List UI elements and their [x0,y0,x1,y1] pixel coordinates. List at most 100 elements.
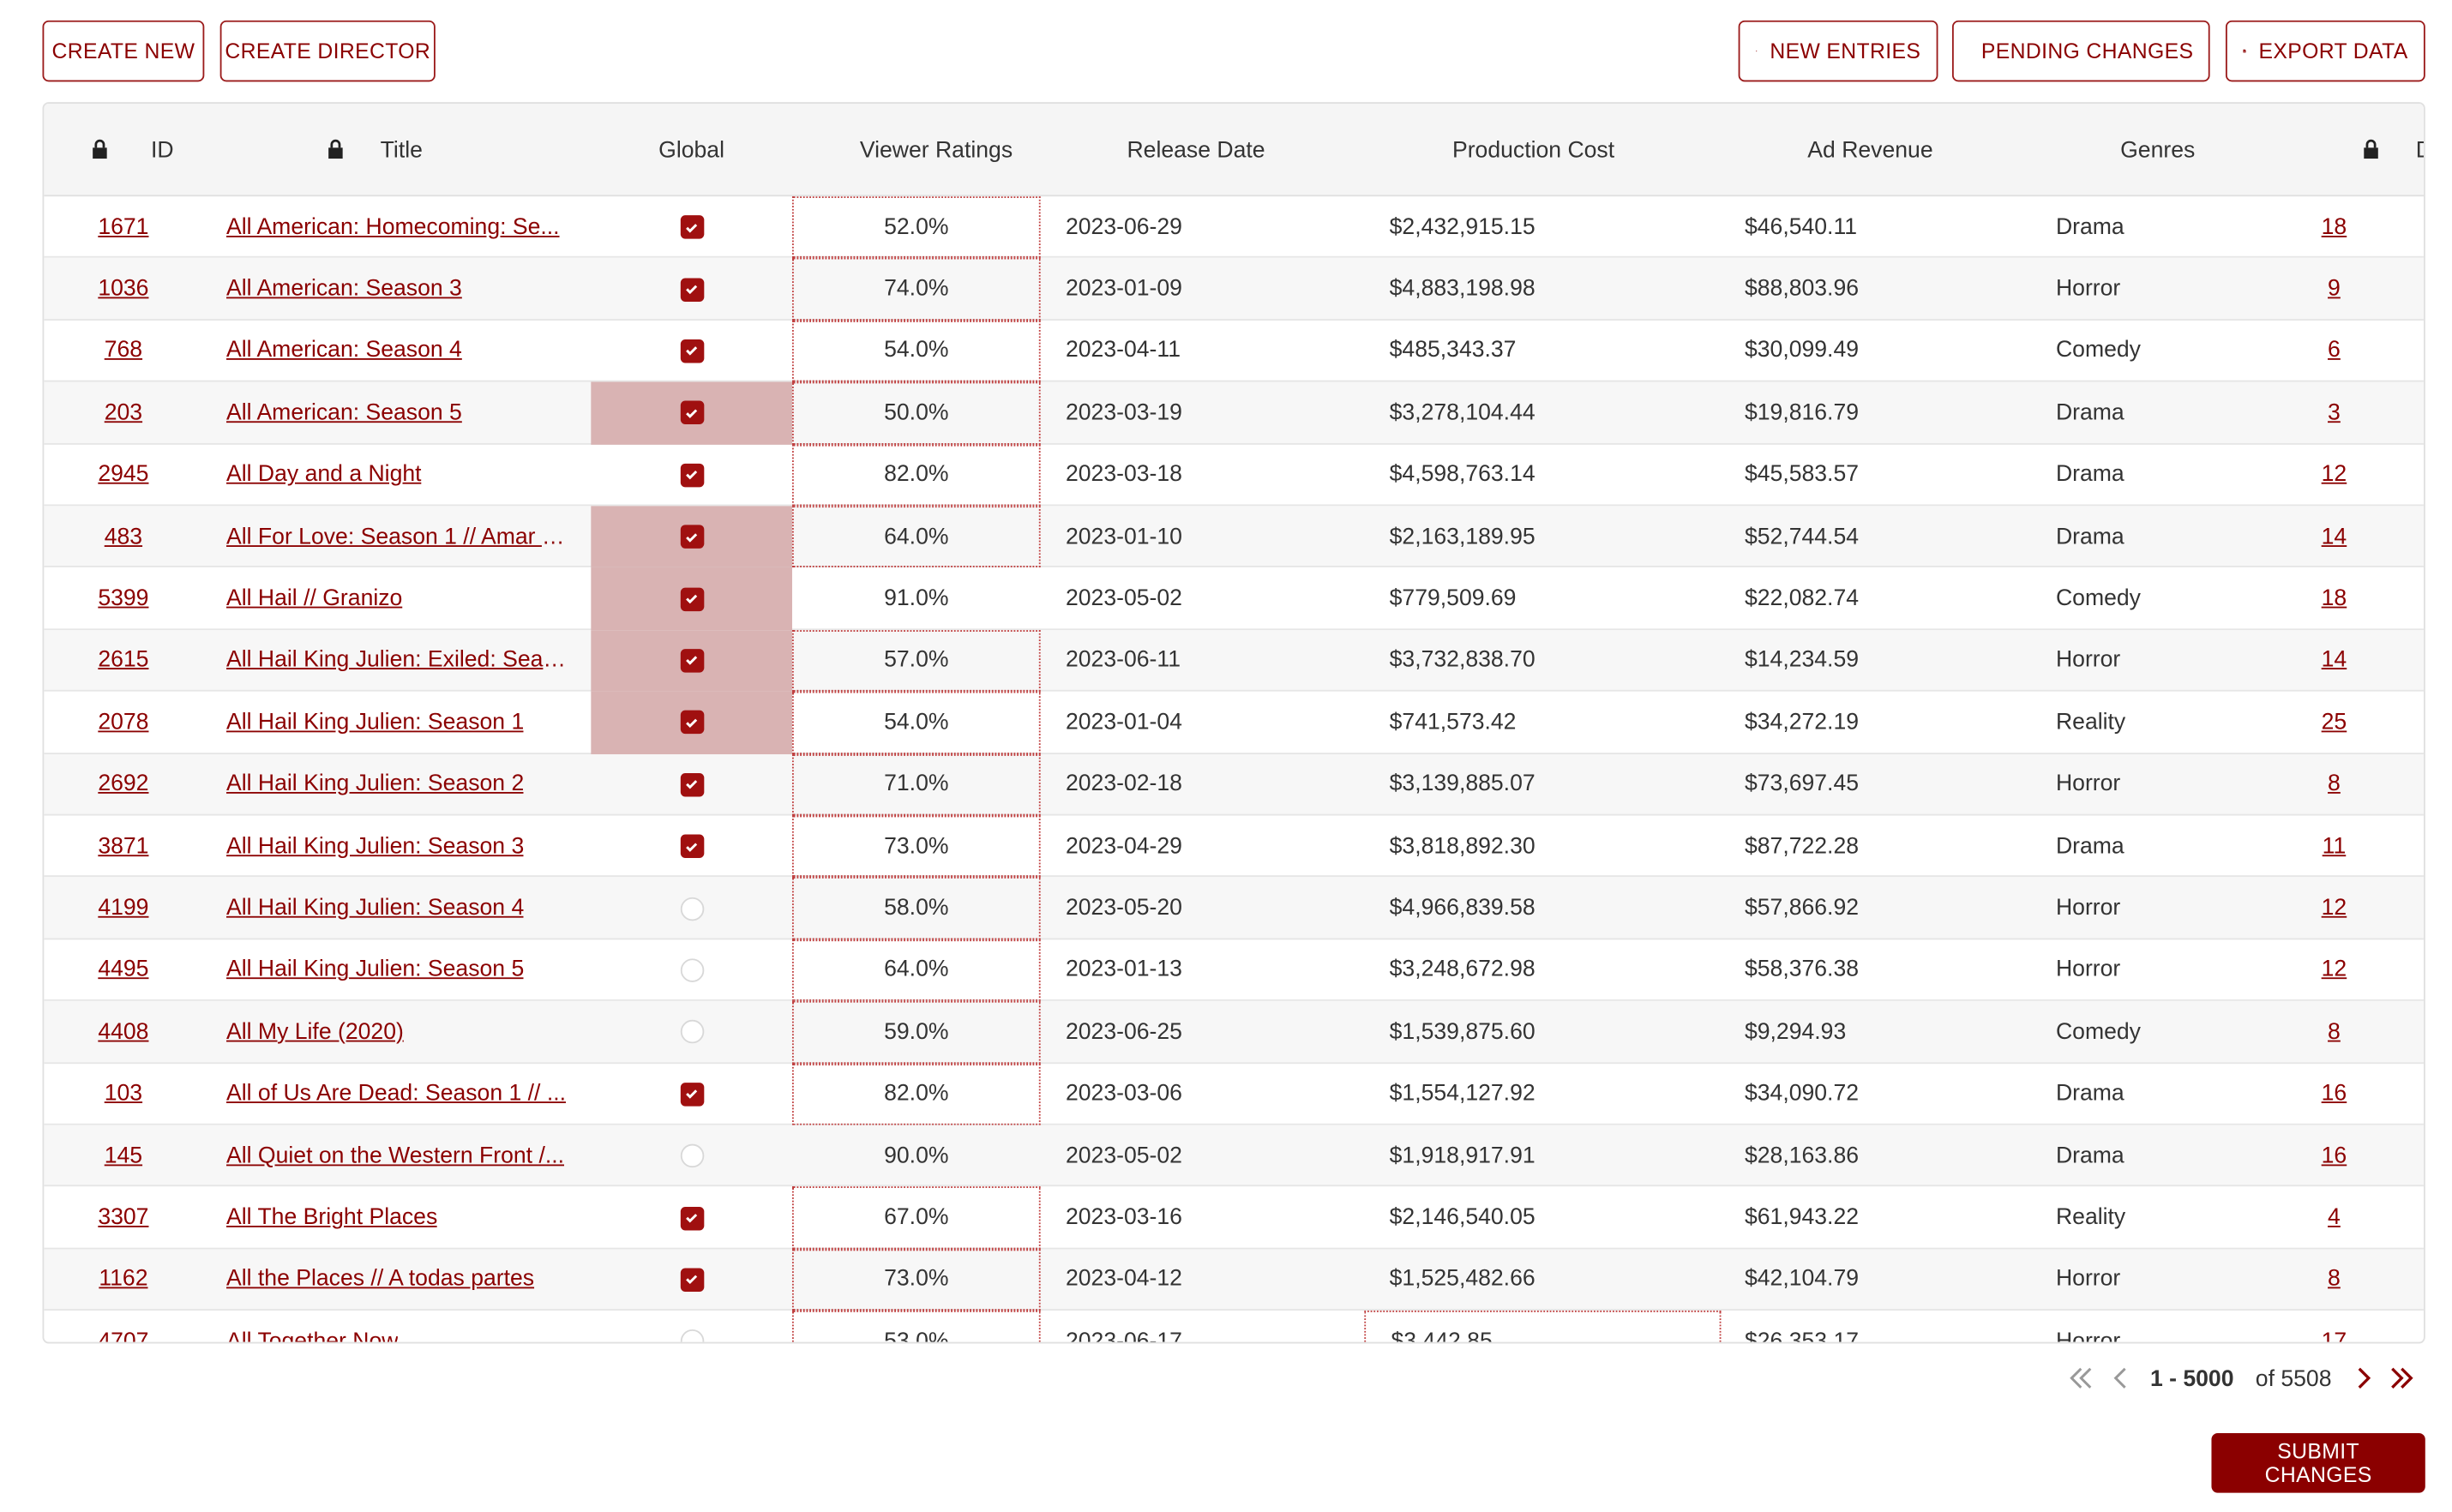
cell-global[interactable] [591,444,792,506]
cell-title[interactable]: All Hail King Julien: Season 5 [226,939,580,1001]
director-link[interactable]: 12 [2321,462,2347,488]
cell-production-cost[interactable]: $4,966,839.58 [1389,896,1536,921]
cell-title[interactable]: All Hail King Julien: Season 4 [226,878,580,939]
cell-id[interactable]: 4707 [44,1311,202,1342]
cell-global[interactable] [591,691,792,754]
title-link[interactable]: All Hail King Julien: Season 1 [225,710,525,735]
title-link[interactable]: All Together Now [225,1329,399,1342]
cell-genre[interactable]: Drama [2055,833,2124,860]
id-link[interactable]: 103 [104,1081,143,1107]
cell-production-cost[interactable]: $3,248,672.98 [1389,957,1536,983]
cell-genre[interactable]: Horror [2055,957,2121,983]
table-row[interactable]: 145 All Quiet on the Western Front /... 90… [44,1125,2424,1187]
cell-viewer-rating[interactable]: 52.0% [791,196,1041,259]
cell-director[interactable]: 14 [2276,506,2393,567]
id-link[interactable]: 2615 [98,648,149,674]
title-link[interactable]: All Hail King Julien: Season 4 [225,896,525,921]
title-link[interactable]: All Hail King Julien: Exiled: Seas... [225,648,569,674]
cell-release-date[interactable]: 2023-03-06 [1065,1081,1182,1107]
cell-ad-revenue[interactable]: $9,294.93 [1744,1019,1847,1045]
cell-viewer-rating[interactable]: 54.0% [791,691,1041,754]
cell-production-cost[interactable]: $1,525,482.66 [1389,1267,1536,1293]
cell-production-cost[interactable]: $3,732,838.70 [1389,648,1536,674]
table-row[interactable]: 2692 All Hail King Julien: Season 2 71.0% 2… [44,753,2424,816]
title-link[interactable]: All Hail King Julien: Season 5 [225,957,525,983]
table-row[interactable]: 1671 All American: Homecoming: Se... 52.0%… [44,196,2424,259]
cell-release-date[interactable]: 2023-02-18 [1065,771,1182,797]
cell-id[interactable]: 2945 [44,444,202,506]
cell-id[interactable]: 2692 [44,753,202,815]
cell-viewer-rating[interactable]: 64.0% [791,506,1041,568]
cell-global[interactable] [591,321,792,382]
cell-genre[interactable]: Horror [2055,276,2121,303]
id-link[interactable]: 2078 [98,710,149,735]
cell-id[interactable]: 1036 [44,258,202,320]
cell-id[interactable]: 2078 [44,692,202,753]
cell-viewer-rating[interactable]: 50.0% [791,381,1041,445]
global-checkbox[interactable] [679,1206,704,1230]
director-link[interactable]: 14 [2321,524,2347,550]
cell-id[interactable]: 4199 [44,878,202,939]
cell-production-cost[interactable]: $1,918,917.91 [1389,1143,1536,1169]
cell-ad-revenue[interactable]: $45,583.57 [1744,462,1860,488]
cell-production-cost[interactable]: $2,146,540.05 [1389,1205,1536,1231]
column-header-title[interactable]: Title [380,137,423,163]
id-link[interactable]: 483 [104,524,143,550]
table-row[interactable]: 2078 All Hail King Julien: Season 1 54.0% 2… [44,691,2424,754]
id-link[interactable]: 1036 [98,276,149,303]
cell-release-date[interactable]: 2023-01-09 [1065,276,1182,303]
cell-ad-revenue[interactable]: $88,803.96 [1744,276,1860,303]
table-row[interactable]: 483 All For Love: Season 1 // Amar y ... 6… [44,506,2424,568]
id-link[interactable]: 4408 [98,1019,149,1045]
cell-production-cost[interactable]: $485,343.37 [1389,339,1517,364]
cell-genre[interactable]: Horror [2055,1267,2121,1293]
cell-title[interactable]: All Quiet on the Western Front /... [226,1125,580,1187]
cell-id[interactable]: 1671 [44,196,202,258]
cell-id[interactable]: 1162 [44,1249,202,1311]
id-link[interactable]: 1671 [98,214,149,240]
cell-viewer-rating[interactable]: 73.0% [791,1249,1041,1311]
cell-production-cost[interactable]: $3,818,892.30 [1389,833,1536,860]
global-checkbox[interactable] [679,772,704,797]
director-link[interactable]: 14 [2321,648,2347,674]
table-row[interactable]: 2945 All Day and a Night 82.0% 2023-03-18 $4… [44,444,2424,507]
cell-release-date[interactable]: 2023-06-25 [1065,1019,1182,1045]
cell-ad-revenue[interactable]: $61,943.22 [1744,1205,1860,1231]
cell-production-cost[interactable]: $2,432,915.15 [1389,214,1536,240]
cell-production-cost[interactable]: $1,554,127.92 [1389,1081,1536,1107]
cell-release-date[interactable]: 2023-04-29 [1065,833,1182,860]
title-link[interactable]: All American: Season 5 [225,400,462,426]
table-row[interactable]: 768 All American: Season 4 54.0% 2023-04-11… [44,320,2424,382]
cell-director[interactable]: 3 [2276,382,2393,444]
cell-release-date[interactable]: 2023-06-17 [1065,1329,1182,1342]
cell-title[interactable]: All the Places // A todas partes [226,1249,580,1311]
cell-production-cost[interactable]: $779,509.69 [1389,585,1517,612]
cell-director[interactable]: 6 [2276,321,2393,382]
id-link[interactable]: 4495 [98,957,149,983]
cell-viewer-rating[interactable]: 57.0% [791,629,1041,692]
cell-ad-revenue[interactable]: $26,353.17 [1744,1329,1860,1342]
cell-director[interactable]: 12 [2276,878,2393,939]
cell-release-date[interactable]: 2023-03-16 [1065,1205,1182,1231]
cell-global[interactable] [591,815,792,877]
cell-genre[interactable]: Drama [2055,400,2124,426]
director-link[interactable]: 4 [2328,1205,2341,1231]
cell-global[interactable] [591,939,792,1001]
director-link[interactable]: 16 [2321,1143,2347,1169]
cell-release-date[interactable]: 2023-06-11 [1065,648,1181,674]
cell-id[interactable]: 483 [44,506,202,567]
table-row[interactable]: 4199 All Hail King Julien: Season 4 58.0% 2… [44,877,2424,939]
cell-title[interactable]: All Hail King Julien: Exiled: Seas... [226,630,580,692]
table-row[interactable]: 2615 All Hail King Julien: Exiled: Seas..… [44,629,2424,692]
global-checkbox[interactable] [679,401,704,425]
cell-viewer-rating[interactable]: 59.0% [791,1001,1041,1064]
cell-title[interactable]: All Hail King Julien: Season 2 [226,753,580,815]
global-checkbox[interactable] [679,711,704,735]
cell-title[interactable]: All Hail // Granizo [226,568,580,630]
cell-viewer-rating[interactable]: 58.0% [791,877,1041,939]
title-link[interactable]: All Day and a Night [225,462,422,488]
cell-ad-revenue[interactable]: $34,090.72 [1744,1081,1860,1107]
create-director-button[interactable]: CREATE DIRECTOR [219,20,436,82]
cell-genre[interactable]: Drama [2055,462,2124,488]
cell-viewer-rating[interactable]: 53.0% [791,1311,1041,1342]
